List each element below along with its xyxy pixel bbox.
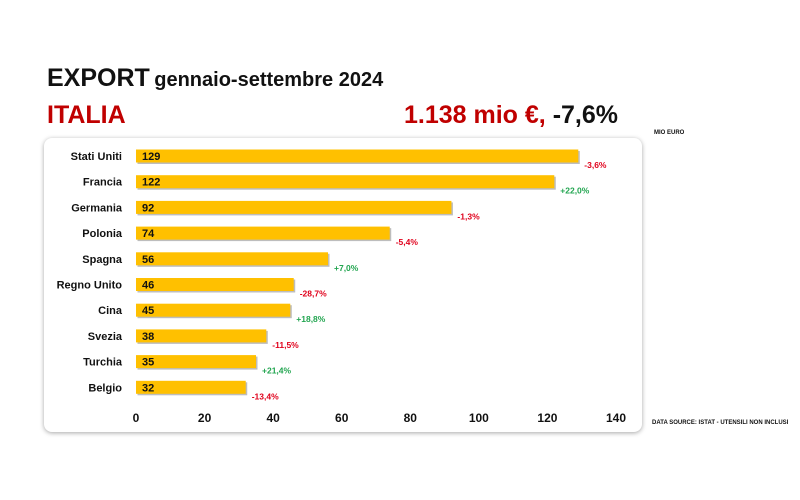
x-tick-label: 40 xyxy=(266,411,280,425)
category-label: Stati Uniti xyxy=(71,151,122,163)
category-label: Germania xyxy=(71,202,123,214)
x-tick-label: 60 xyxy=(335,411,349,425)
value-label: 46 xyxy=(142,280,154,292)
change-label: -1,3% xyxy=(457,211,480,221)
value-label: 45 xyxy=(142,305,154,317)
title-period: gennaio-settembre 2024 xyxy=(154,69,384,91)
chart-title: EXPORT gennaio-settembre 2024 xyxy=(47,64,383,93)
total-change: -7,6% xyxy=(552,101,619,129)
change-label: +7,0% xyxy=(334,263,359,273)
value-label: 32 xyxy=(142,382,154,394)
category-label: Cina xyxy=(98,305,123,317)
headline-total: 1.138 mio €, -7,6% xyxy=(404,101,618,130)
source-note: DATA SOURCE: ISTAT - UTENSILI NON INCLUS… xyxy=(652,420,789,426)
country-label: ITALIA xyxy=(47,101,126,129)
bar xyxy=(136,329,267,343)
x-tick-label: 0 xyxy=(133,411,140,425)
x-tick-label: 120 xyxy=(537,411,557,425)
change-label: +18,8% xyxy=(296,314,326,324)
change-label: -13,4% xyxy=(252,391,279,401)
bar xyxy=(136,226,390,240)
chart-panel: Stati Uniti 129 -3,6% Francia 122 +22,0% Germa… xyxy=(44,138,642,432)
change-label: +22,0% xyxy=(560,186,590,196)
value-label: 38 xyxy=(142,331,154,343)
bar xyxy=(136,303,291,317)
x-tick-label: 20 xyxy=(198,411,212,425)
change-label: -28,7% xyxy=(300,289,327,299)
title-main: EXPORT xyxy=(47,64,150,92)
bar xyxy=(136,149,579,163)
bar xyxy=(136,252,328,266)
value-label: 35 xyxy=(142,357,154,369)
value-label: 74 xyxy=(142,228,155,240)
value-label: 129 xyxy=(142,151,160,163)
change-label: -5,4% xyxy=(396,237,419,247)
change-label: -11,5% xyxy=(272,340,299,350)
category-label: Turchia xyxy=(83,357,123,369)
unit-note: MIO EURO xyxy=(654,130,685,136)
x-tick-label: 140 xyxy=(606,411,626,425)
category-label: Svezia xyxy=(88,331,123,343)
bar xyxy=(136,278,294,291)
bar xyxy=(136,200,452,214)
bar-chart: Stati Uniti 129 -3,6% Francia 122 +22,0% Germa… xyxy=(57,149,626,425)
value-label: 122 xyxy=(142,177,160,189)
category-label: Belgio xyxy=(88,382,122,394)
bar xyxy=(136,175,555,189)
x-tick-label: 80 xyxy=(404,411,418,425)
bar xyxy=(136,380,246,394)
change-label: +21,4% xyxy=(262,366,292,376)
bar xyxy=(136,355,256,369)
category-label: Spagna xyxy=(82,254,123,266)
value-label: 56 xyxy=(142,254,154,266)
category-label: Polonia xyxy=(82,228,123,240)
x-tick-label: 100 xyxy=(469,411,489,425)
change-label: -3,6% xyxy=(584,160,607,170)
total-value: 1.138 mio €, xyxy=(404,101,546,129)
value-label: 92 xyxy=(142,202,154,214)
category-label: Regno Unito xyxy=(57,280,123,292)
category-label: Francia xyxy=(83,177,123,189)
